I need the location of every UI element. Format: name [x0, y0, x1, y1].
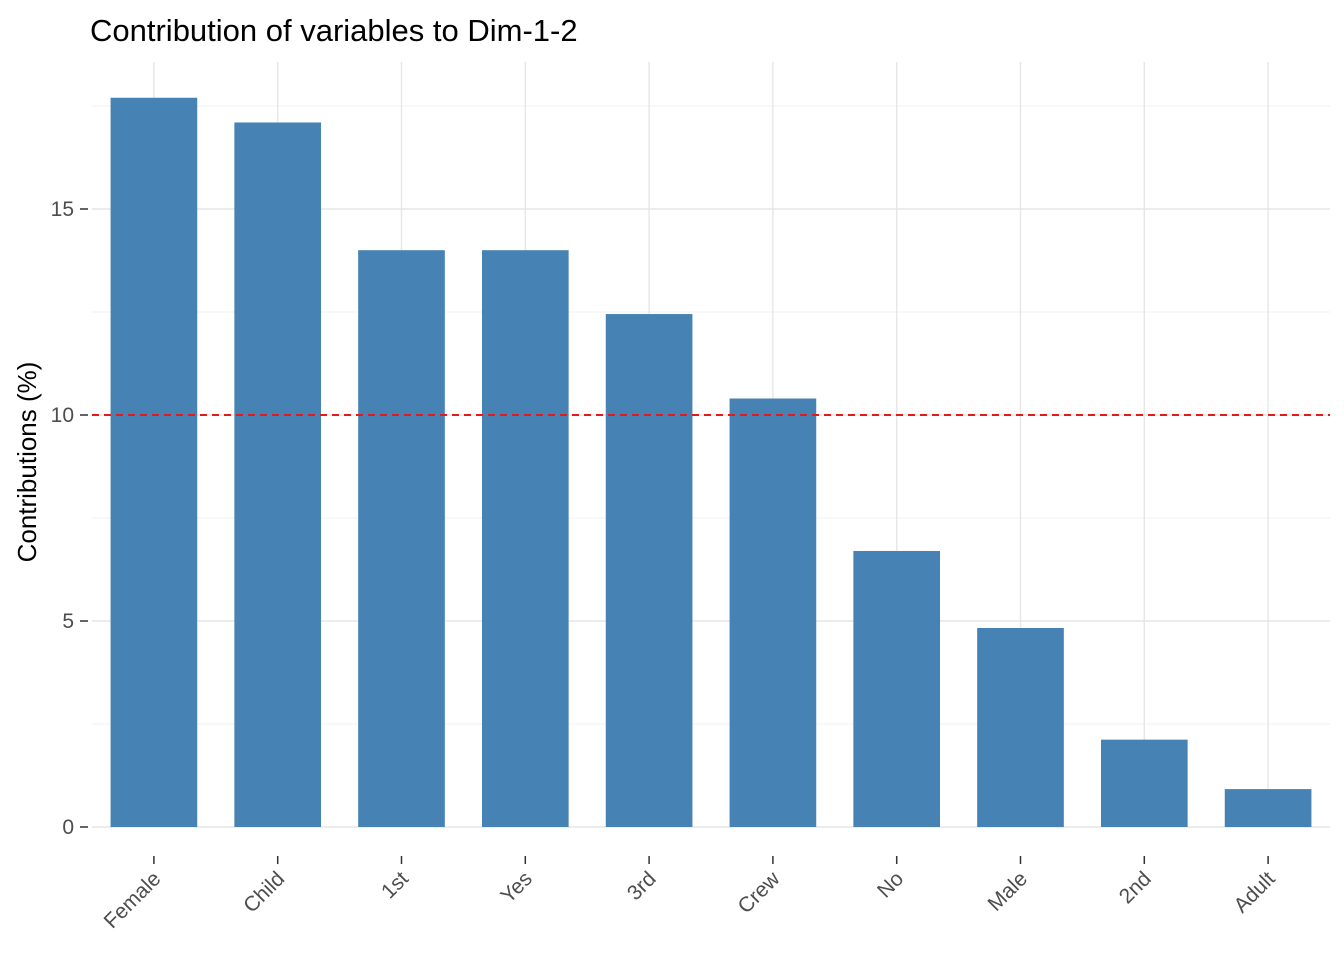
x-axis: Female Child 1st Yes 3rd Crew No Male 2nd Adult	[100, 856, 1280, 933]
bars	[110, 97, 1312, 828]
y-tick-label: 15	[51, 198, 74, 221]
x-tick-label: 2nd	[1115, 867, 1156, 908]
bar-3rd	[605, 314, 693, 827]
bar-yes	[481, 250, 569, 827]
bar-male	[977, 628, 1064, 827]
bar-adult	[1224, 789, 1312, 827]
x-tick-label: Adult	[1230, 867, 1280, 917]
x-tick-label: No	[873, 867, 908, 902]
bar-female	[110, 97, 198, 827]
y-tick-label: 0	[62, 816, 74, 839]
y-tick-label: 5	[62, 610, 74, 633]
y-axis-label: Contributions (%)	[12, 362, 42, 563]
y-axis: 0 5 10 15	[51, 198, 88, 839]
x-tick-label: 3rd	[623, 867, 661, 905]
x-tick-label: Yes	[496, 867, 536, 907]
x-tick-label: Crew	[734, 867, 786, 919]
bar-child	[234, 122, 322, 828]
bar-2nd	[1100, 739, 1188, 827]
bar-1st	[358, 250, 445, 827]
x-tick-label: Female	[100, 867, 166, 933]
chart-title: Contribution of variables to Dim-1-2	[90, 13, 578, 48]
x-tick-label: 1st	[377, 867, 413, 903]
bar-crew	[729, 398, 817, 827]
bar-no	[853, 550, 941, 827]
x-tick-label: Male	[984, 867, 1032, 915]
x-tick-label: Child	[239, 867, 289, 917]
y-tick-label: 10	[51, 404, 74, 427]
